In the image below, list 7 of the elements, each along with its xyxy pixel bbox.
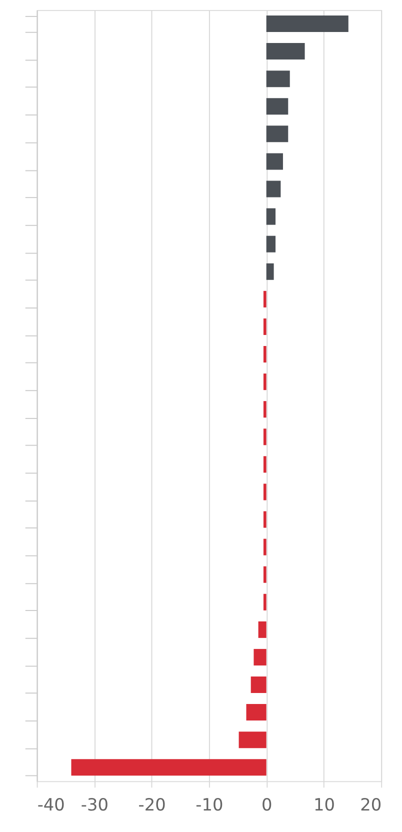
x-tick-label: -10 — [196, 794, 224, 815]
x-tick-label: -40 — [37, 794, 65, 815]
x-tick-label: 20 — [360, 794, 382, 815]
x-tick-label: 0 — [261, 794, 272, 815]
x-tick-label: -30 — [80, 794, 109, 815]
x-tick-label: -20 — [138, 794, 166, 815]
x-tick-label: 10 — [313, 794, 335, 815]
